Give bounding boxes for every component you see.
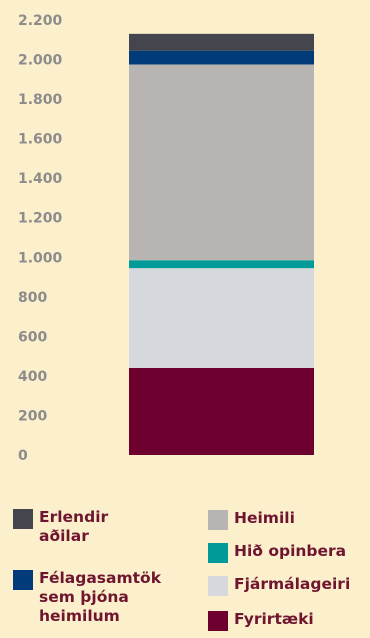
bar-segment-4 <box>129 50 314 65</box>
legend-label: Félagasamtök sem þjóna heimilum <box>39 569 162 625</box>
y-tick-label: 2.200 <box>18 13 63 29</box>
y-tick-label: 600 <box>18 329 47 345</box>
legend-label: Erlendir aðilar <box>39 508 109 545</box>
bar-segment-0 <box>129 368 314 455</box>
legend-label: Heimili <box>234 509 295 527</box>
bar-stack <box>129 33 314 455</box>
legend-swatch <box>208 611 228 631</box>
legend-swatch <box>13 509 33 529</box>
legend-label: Fjármálageiri <box>234 575 351 593</box>
y-tick-label: 400 <box>18 369 47 385</box>
legend-item: Heimili <box>208 509 295 530</box>
legend-item: Félagasamtök sem þjóna heimilum <box>13 569 161 626</box>
legend-item: Erlendir aðilar <box>13 508 108 546</box>
y-tick-label: 2.000 <box>18 53 63 69</box>
legend-swatch <box>208 576 228 596</box>
stacked-bar-chart: 0 200 400 600 800 1.000 1.200 1.400 1.600 1.800 2.… <box>18 13 314 464</box>
y-tick-label: 800 <box>18 290 47 306</box>
legend-item: Fyrirtæki <box>208 610 314 631</box>
y-tick-label: 200 <box>18 408 47 424</box>
y-tick-label: 1.600 <box>18 132 63 148</box>
bar-segment-3 <box>129 64 314 261</box>
bar-segment-2 <box>129 260 314 269</box>
legend-item: Hið opinbera <box>208 542 346 563</box>
legend-swatch <box>208 510 228 530</box>
legend-label: Fyrirtæki <box>234 610 314 628</box>
bar-segment-5 <box>129 33 314 51</box>
y-tick-label: 1.400 <box>18 171 63 187</box>
bar-segment-1 <box>129 268 314 368</box>
y-tick-label: 1.800 <box>18 92 63 108</box>
legend-label: Hið opinbera <box>234 542 347 560</box>
legend-item: Fjármálageiri <box>208 575 350 596</box>
legend-swatch <box>13 570 33 590</box>
legend-swatch <box>208 543 228 563</box>
y-tick-label: 1.000 <box>18 250 63 266</box>
y-axis: 0 200 400 600 800 1.000 1.200 1.400 1.600 1.800 2.… <box>18 13 63 464</box>
y-tick-label: 0 <box>18 448 28 464</box>
y-tick-label: 1.200 <box>18 211 63 227</box>
